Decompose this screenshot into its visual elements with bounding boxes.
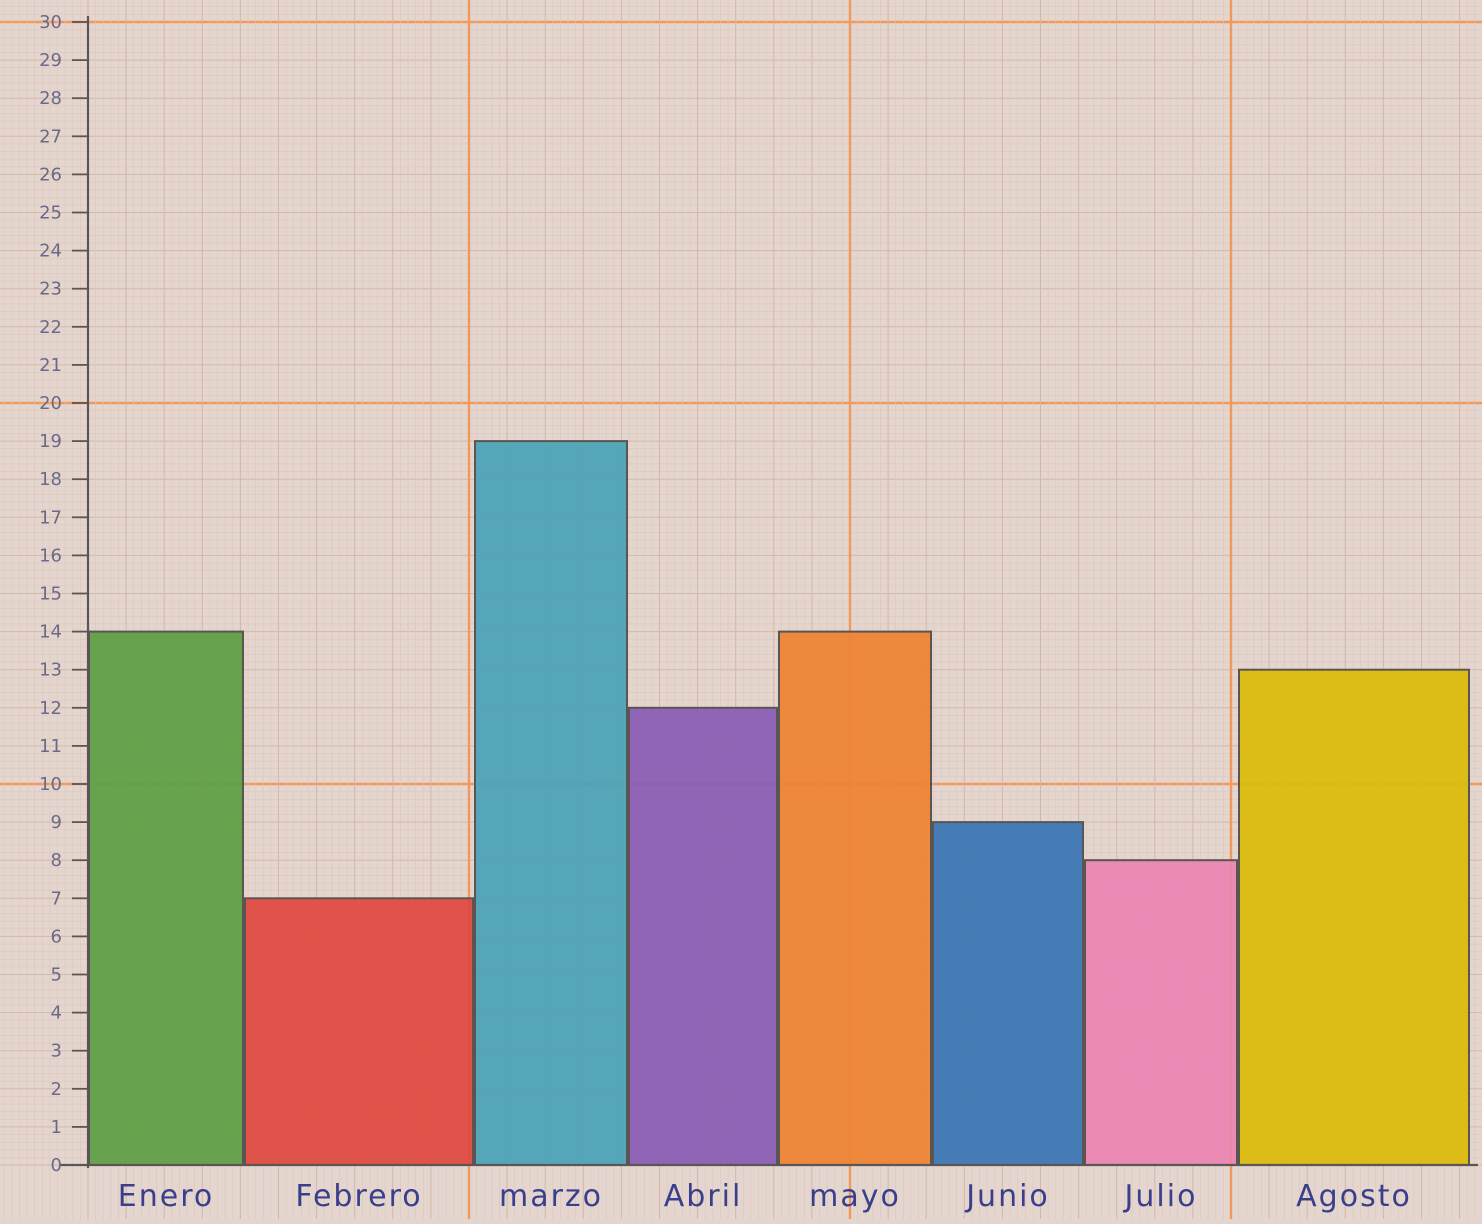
y-tick-label: 0 (51, 1155, 62, 1176)
bar-marzo (474, 440, 628, 1167)
y-tick-label: 8 (51, 850, 62, 871)
y-tick-label: 21 (39, 355, 62, 376)
x-label-febrero: Febrero (295, 1179, 422, 1214)
y-tick-label: 5 (51, 965, 62, 986)
x-axis-labels: Enero Febrero marzo Abril mayo Junio Julio Agos… (118, 1179, 1412, 1214)
y-tick-label: 12 (39, 698, 62, 719)
y-tick-label: 22 (39, 317, 62, 338)
y-tick-label: 9 (51, 812, 62, 833)
y-tick-label: 24 (39, 241, 62, 262)
y-tick-label: 2 (51, 1079, 62, 1100)
y-tick-label: 3 (51, 1041, 62, 1062)
y-tick-label: 7 (51, 888, 62, 909)
y-tick-label: 1 (51, 1117, 62, 1138)
y-tick-label: 23 (39, 279, 62, 300)
x-label-abril: Abril (664, 1179, 743, 1214)
x-label-junio: Junio (964, 1179, 1050, 1214)
x-label-marzo: marzo (499, 1179, 603, 1214)
y-tick-label: 11 (39, 736, 62, 757)
bar-julio (1084, 859, 1238, 1166)
y-tick-label: 10 (39, 774, 62, 795)
y-tick-label: 16 (39, 545, 62, 566)
bar-enero (88, 630, 244, 1166)
bars-group (88, 440, 1470, 1167)
x-label-mayo: mayo (809, 1179, 901, 1214)
x-label-julio: Julio (1123, 1179, 1198, 1214)
y-tick-label: 17 (39, 507, 62, 528)
x-label-enero: Enero (118, 1179, 214, 1214)
y-tick-label: 13 (39, 660, 62, 681)
y-tick-label: 20 (39, 393, 62, 414)
y-tick-label: 14 (39, 622, 62, 643)
bar-febrero (244, 897, 474, 1166)
y-tick-label: 27 (39, 126, 62, 147)
bar-agosto (1238, 668, 1470, 1166)
y-tick-label: 19 (39, 431, 62, 452)
bar-mayo (778, 630, 932, 1166)
y-tick-label: 30 (39, 12, 62, 33)
y-tick-label: 6 (51, 926, 62, 947)
y-axis-ticks: 0123456789101112131415161718192021222324… (39, 12, 88, 1176)
y-tick-label: 15 (39, 584, 62, 605)
y-tick-label: 18 (39, 469, 62, 490)
bar-junio (932, 821, 1084, 1166)
x-label-agosto: Agosto (1296, 1179, 1412, 1214)
axes-group (60, 16, 1478, 1168)
y-tick-label: 25 (39, 203, 62, 224)
y-tick-label: 29 (39, 50, 62, 71)
bar-abril (628, 706, 778, 1166)
y-tick-label: 26 (39, 164, 62, 185)
y-tick-label: 28 (39, 88, 62, 109)
y-tick-label: 4 (51, 1003, 62, 1024)
